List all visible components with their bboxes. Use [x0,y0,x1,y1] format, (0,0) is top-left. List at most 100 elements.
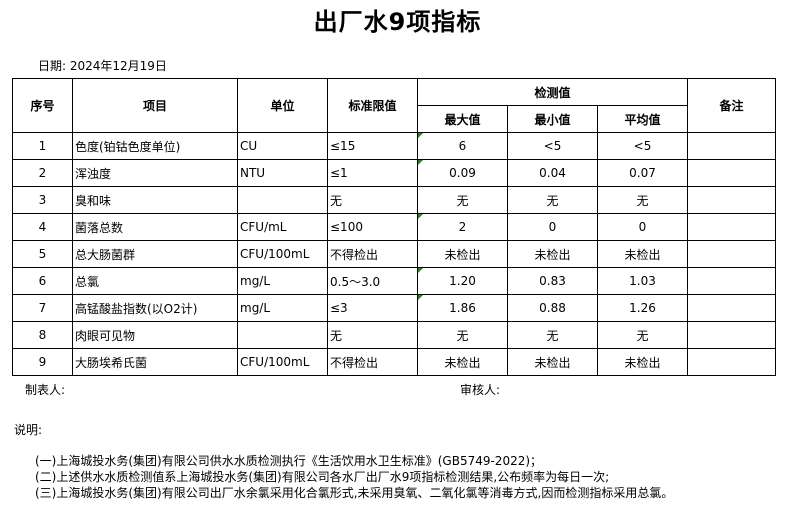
cell-no: 8 [12,321,73,349]
cell-unit [237,186,328,214]
cell-min: 未检出 [507,240,598,268]
cell-no: 5 [12,240,73,268]
table-row: 9 大肠埃希氏菌 CFU/100mL 不得检出 未检出 未检出 未检出 [12,348,776,376]
cell-unit: CFU/100mL [237,240,328,268]
cell-item: 总氯 [72,267,238,295]
cell-unit: CFU/100mL [237,348,328,376]
cell-limit: ≤15 [327,132,418,160]
cell-min: <5 [507,132,598,160]
cell-item: 臭和味 [72,186,238,214]
cell-max: 1.86 [417,294,508,322]
cell-remark [687,132,776,160]
cell-max: 无 [417,186,508,214]
header-item: 项目 [72,78,238,133]
cell-avg: 无 [597,186,688,214]
cell-unit: mg/L [237,294,328,322]
cell-item: 高锰酸盐指数(以O2计) [72,294,238,322]
cell-avg: <5 [597,132,688,160]
table-row: 5 总大肠菌群 CFU/100mL 不得检出 未检出 未检出 未检出 [12,240,776,268]
cell-limit: ≤100 [327,213,418,241]
table-row: 3 臭和味无无无无 [12,186,776,214]
cell-max: 无 [417,321,508,349]
cell-no: 2 [12,159,73,187]
cell-unit [237,321,328,349]
cell-item: 菌落总数 [72,213,238,241]
cell-avg: 未检出 [597,240,688,268]
table-row: 6 总氯 mg/L 0.5～3.0 1.20 0.83 1.03 [12,267,776,295]
cell-min: 未检出 [507,348,598,376]
cell-avg: 0 [597,213,688,241]
cell-item: 肉眼可见物 [72,321,238,349]
note-1: (一)上海城投水务(集团)有限公司供水水质检测执行《生活饮用水卫生标准》(GB5… [35,454,543,468]
cell-limit: ≤3 [327,294,418,322]
cell-avg: 1.03 [597,267,688,295]
cell-min: 0.88 [507,294,598,322]
maker-label: 制表人: [25,383,66,397]
notes-title: 说明: [14,423,43,437]
table-row: 4 菌落总数 CFU/mL ≤100 2 0 0 [12,213,776,241]
cell-max: 1.20 [417,267,508,295]
cell-unit: NTU [237,159,328,187]
page-title: 出厂水9项指标 [313,8,482,36]
note-3: (三)上海城投水务(集团)有限公司出厂水余氯采用化合氯形式,未采用臭氧、二氧化氯… [35,486,674,500]
header-min: 最小值 [507,105,598,133]
cell-no: 4 [12,213,73,241]
cell-limit: 0.5～3.0 [327,267,418,295]
cell-avg: 0.07 [597,159,688,187]
cell-max: 未检出 [417,240,508,268]
cell-remark [687,240,776,268]
cell-item: 色度(铂钴色度单位) [72,132,238,160]
cell-unit: CFU/mL [237,213,328,241]
cell-no: 3 [12,186,73,214]
cell-remark [687,294,776,322]
reviewer-label: 审核人: [460,383,501,397]
cell-unit: CU [237,132,328,160]
cell-no: 9 [12,348,73,376]
cell-avg: 未检出 [597,348,688,376]
cell-remark [687,186,776,214]
header-detect: 检测值 [417,78,688,106]
header-no: 序号 [12,78,73,133]
cell-limit: 无 [327,186,418,214]
header-limit: 标准限值 [327,78,418,133]
cell-remark [687,213,776,241]
table-row: 8 肉眼可见物无无无无 [12,321,776,349]
header-max: 最大值 [417,105,508,133]
cell-remark [687,267,776,295]
cell-no: 6 [12,267,73,295]
water-quality-table: 序号 项目 单位 标准限值 检测值 备注 最大值 最小值 平均值 1 色度(铂钴色… [12,78,776,376]
cell-no: 1 [12,132,73,160]
cell-avg: 无 [597,321,688,349]
cell-min: 0.83 [507,267,598,295]
cell-item: 浑浊度 [72,159,238,187]
table-row: 2 浑浊度 NTU ≤1 0.09 0.04 0.07 [12,159,776,187]
cell-min: 0.04 [507,159,598,187]
cell-limit: 不得检出 [327,348,418,376]
cell-remark [687,159,776,187]
cell-remark [687,321,776,349]
cell-min: 无 [507,186,598,214]
header-remark: 备注 [687,78,776,133]
cell-unit: mg/L [237,267,328,295]
cell-max: 2 [417,213,508,241]
table-row: 7 高锰酸盐指数(以O2计) mg/L ≤3 1.86 0.88 1.26 [12,294,776,322]
cell-max: 6 [417,132,508,160]
header-unit: 单位 [237,78,328,133]
report-date: 日期: 2024年12月19日 [38,59,167,73]
cell-limit: ≤1 [327,159,418,187]
cell-max: 未检出 [417,348,508,376]
cell-limit: 无 [327,321,418,349]
note-2: (二)上述供水水质检测值系上海城投水务(集团)有限公司各水厂出厂水9项指标检测结… [35,470,610,484]
cell-no: 7 [12,294,73,322]
cell-item: 总大肠菌群 [72,240,238,268]
cell-limit: 不得检出 [327,240,418,268]
cell-min: 0 [507,213,598,241]
table-row: 1 色度(铂钴色度单位) CU ≤15 6 <5 <5 [12,132,776,160]
cell-item: 大肠埃希氏菌 [72,348,238,376]
cell-remark [687,348,776,376]
cell-max: 0.09 [417,159,508,187]
cell-avg: 1.26 [597,294,688,322]
header-avg: 平均值 [597,105,688,133]
cell-min: 无 [507,321,598,349]
